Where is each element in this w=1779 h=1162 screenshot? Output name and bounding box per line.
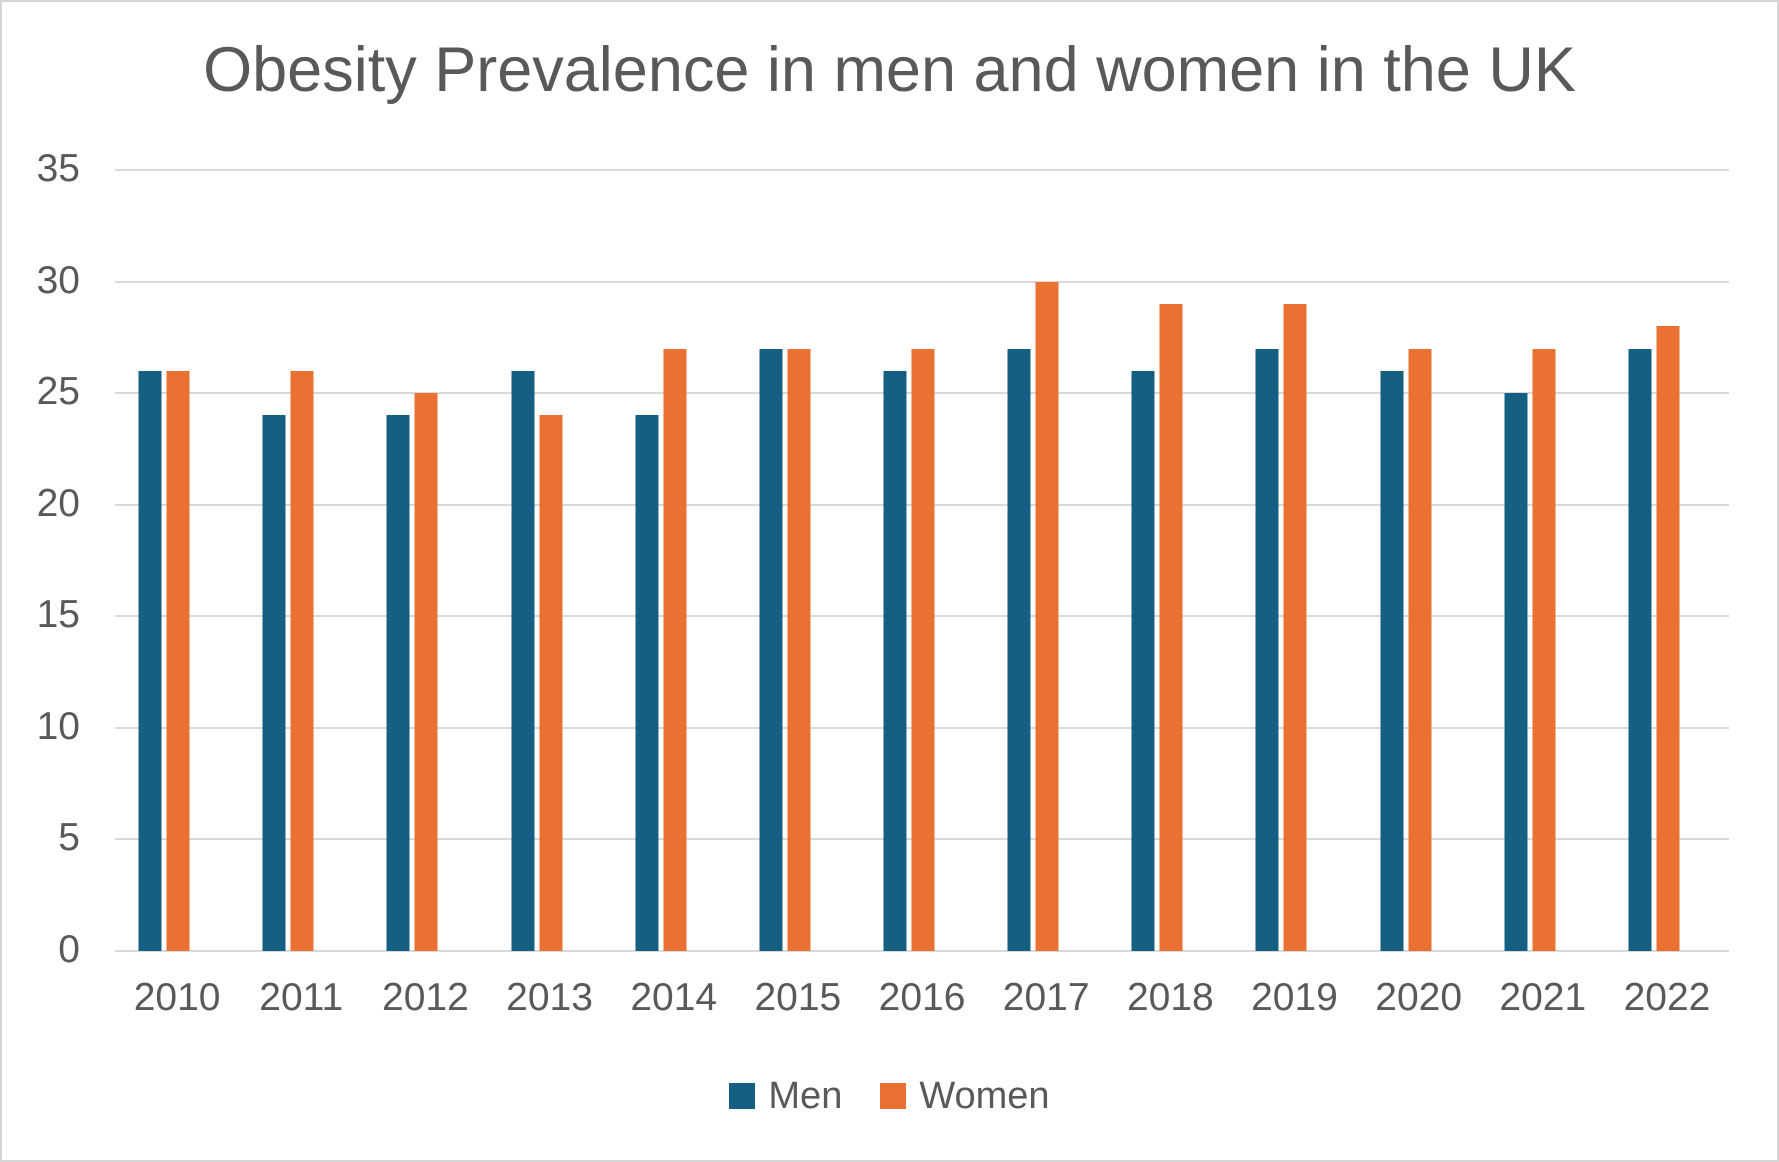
bar-women-2022 <box>1656 326 1680 951</box>
bar-men-2016 <box>883 370 907 951</box>
bar-pair-2022 <box>1628 326 1680 951</box>
bar-pair-2010 <box>138 370 190 951</box>
bar-women-2011 <box>290 370 314 951</box>
bar-women-2013 <box>539 415 563 951</box>
bar-women-2021 <box>1532 348 1556 951</box>
bar-men-2011 <box>262 415 286 951</box>
x-axis-tick-label: 2021 <box>1499 976 1587 1019</box>
plot-area <box>115 169 1729 952</box>
bar-men-2022 <box>1628 348 1652 951</box>
bar-men-2012 <box>386 415 410 951</box>
x-axis-tick-label: 2018 <box>1126 976 1214 1019</box>
x-axis-tick-label: 2014 <box>630 976 718 1019</box>
x-axis-tick-label: 2013 <box>506 976 593 1019</box>
x-axis-tick-label: 2017 <box>1002 976 1090 1019</box>
category-slot-2020 <box>1357 170 1481 951</box>
bar-women-2015 <box>787 348 811 951</box>
category-slot-2015 <box>736 170 860 951</box>
y-axis-tick-label: 35 <box>36 147 80 191</box>
y-axis-tick-label: 15 <box>36 593 80 637</box>
legend: Men Women <box>2 1068 1777 1124</box>
bar-women-2014 <box>663 348 687 951</box>
y-axis-tick-label: 20 <box>36 481 80 525</box>
bar-pair-2018 <box>1131 303 1183 951</box>
bar-pair-2011 <box>262 370 314 951</box>
bar-men-2018 <box>1131 370 1155 951</box>
x-axis-tick-label: 2015 <box>754 976 842 1019</box>
bar-pair-2017 <box>1007 281 1059 951</box>
gridline <box>115 169 1729 171</box>
legend-item-women: Women <box>880 1074 1050 1118</box>
x-axis-tick-label: 2016 <box>878 976 966 1019</box>
bar-men-2017 <box>1007 348 1031 951</box>
bar-pair-2016 <box>883 348 935 951</box>
x-axis-labels: 2010 2011 2012 2013 2014 2015 2016 2017 2018 2019… <box>115 976 1729 1020</box>
legend-swatch-icon <box>729 1083 756 1109</box>
x-axis-tick-label: 2020 <box>1375 976 1463 1019</box>
x-axis-tick-label: 2019 <box>1251 976 1338 1019</box>
y-axis-tick-label: 30 <box>36 258 80 302</box>
bar-women-2020 <box>1408 348 1432 951</box>
bar-women-2018 <box>1159 303 1183 951</box>
bar-women-2010 <box>166 370 190 951</box>
y-axis-tick-label: 10 <box>36 704 80 748</box>
category-slot-2019 <box>1232 170 1356 951</box>
bar-men-2010 <box>138 370 162 951</box>
bar-women-2012 <box>414 393 438 951</box>
category-slot-2013 <box>487 170 611 951</box>
bar-men-2019 <box>1255 348 1279 951</box>
bar-pair-2014 <box>635 348 687 951</box>
bar-pair-2019 <box>1255 303 1307 951</box>
category-slot-2021 <box>1481 170 1605 951</box>
bar-men-2020 <box>1380 370 1404 951</box>
y-axis-tick-label: 25 <box>36 370 80 414</box>
bar-pair-2021 <box>1504 348 1556 951</box>
chart-title: Obesity Prevalence in men and women in t… <box>203 35 1576 105</box>
bar-pair-2015 <box>759 348 811 951</box>
category-slot-2012 <box>363 170 487 951</box>
x-axis-tick-label: 2010 <box>133 976 221 1019</box>
category-slot-2022 <box>1605 170 1729 951</box>
category-slot-2010 <box>115 170 239 951</box>
legend-item-men: Men <box>729 1075 842 1118</box>
bar-men-2021 <box>1504 393 1528 951</box>
x-axis-tick-label: 2012 <box>382 976 469 1019</box>
category-slot-2016 <box>860 170 984 951</box>
category-slot-2011 <box>239 170 363 951</box>
category-slot-2017 <box>984 170 1108 951</box>
bar-women-2019 <box>1283 303 1307 951</box>
y-axis-tick-label: 5 <box>58 816 80 860</box>
bar-men-2015 <box>759 348 783 951</box>
bar-women-2016 <box>911 348 935 951</box>
bar-pair-2013 <box>511 370 563 951</box>
category-slot-2018 <box>1108 170 1232 951</box>
bar-women-2017 <box>1035 281 1059 951</box>
bar-slots <box>115 170 1729 951</box>
x-axis-tick-label: 2011 <box>259 976 344 1019</box>
bar-pair-2012 <box>386 393 438 951</box>
y-axis-tick-label: 0 <box>58 928 80 972</box>
legend-swatch-icon <box>880 1083 907 1109</box>
bar-men-2013 <box>511 370 535 951</box>
legend-label: Women <box>919 1074 1050 1117</box>
category-slot-2014 <box>612 170 736 951</box>
legend-label: Men <box>768 1074 843 1117</box>
gridline <box>115 950 1729 952</box>
x-axis-tick-label: 2022 <box>1623 976 1711 1019</box>
bar-men-2014 <box>635 415 659 951</box>
bar-pair-2020 <box>1380 348 1432 951</box>
y-axis-labels: 0 5 10 15 20 25 30 35 <box>2 147 80 971</box>
gridline <box>115 280 1729 283</box>
